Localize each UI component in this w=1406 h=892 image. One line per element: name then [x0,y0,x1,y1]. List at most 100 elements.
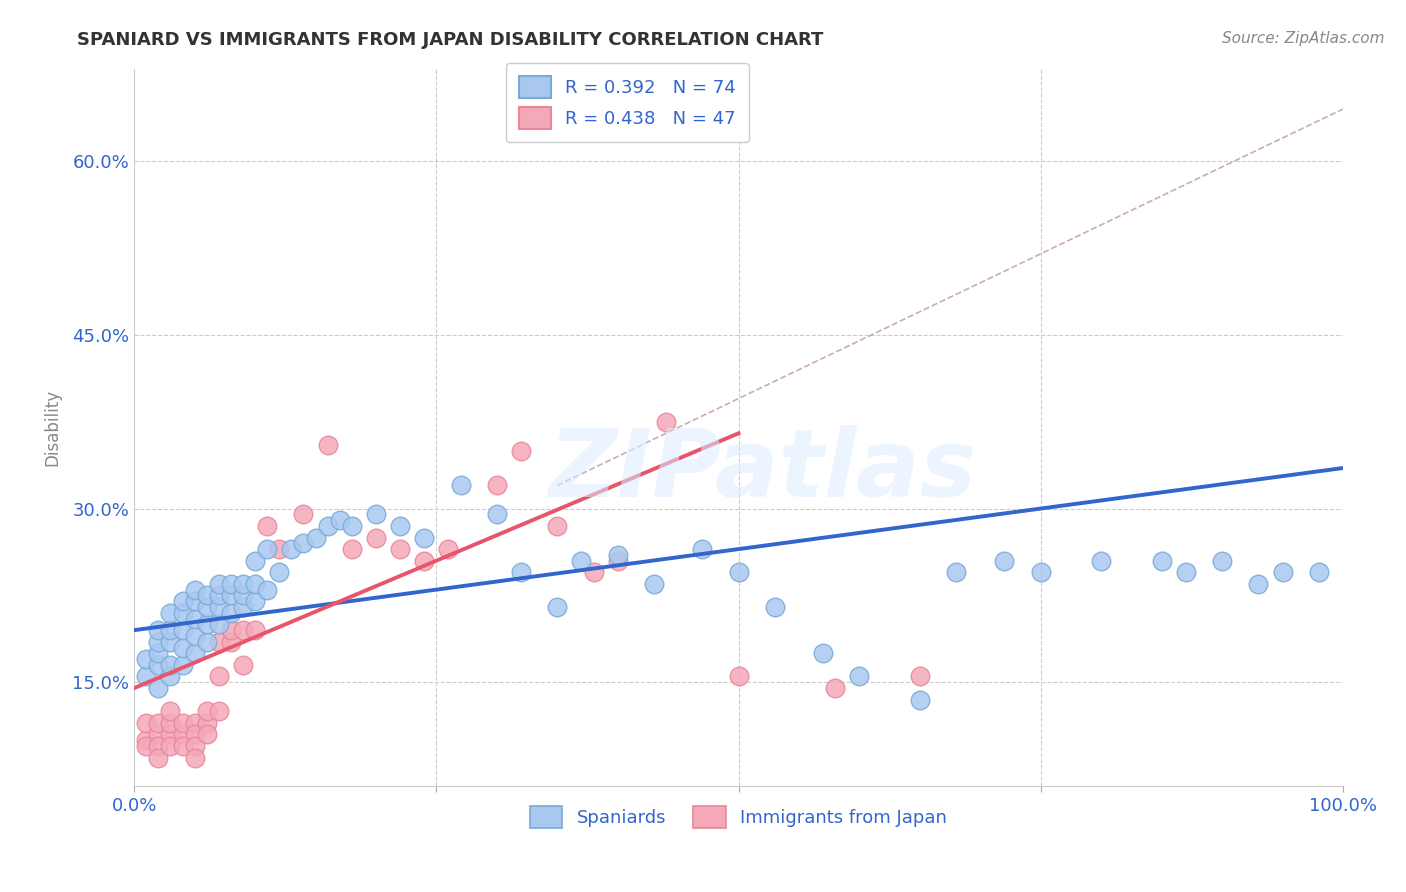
Point [148,739,170,753]
Point [1090,554,1112,568]
Point [172,715,194,730]
Point [316,519,339,533]
Y-axis label: Disability: Disability [44,389,60,466]
Point [413,554,436,568]
Point [606,548,628,562]
Point [159,657,181,672]
Point [219,577,242,591]
Point [824,681,846,695]
Point [159,606,181,620]
Point [135,652,157,666]
Point [183,750,205,764]
Point [219,634,242,648]
Point [232,623,254,637]
Point [195,704,218,718]
Point [183,582,205,597]
Point [811,646,834,660]
Point [195,589,218,603]
Point [269,566,291,580]
Point [269,542,291,557]
Point [159,715,181,730]
Point [655,415,678,429]
Text: SPANIARD VS IMMIGRANTS FROM JAPAN DISABILITY CORRELATION CHART: SPANIARD VS IMMIGRANTS FROM JAPAN DISABI… [77,31,824,49]
Point [183,611,205,625]
Point [219,606,242,620]
Point [159,727,181,741]
Point [148,727,170,741]
Point [148,657,170,672]
Point [316,438,339,452]
Point [208,589,231,603]
Point [243,577,266,591]
Point [135,733,157,747]
Point [510,443,533,458]
Point [172,640,194,655]
Point [1029,566,1052,580]
Point [908,669,931,683]
Point [172,606,194,620]
Point [485,478,508,492]
Point [582,566,605,580]
Point [159,669,181,683]
Point [195,727,218,741]
Point [945,566,967,580]
Point [243,623,266,637]
Point [340,542,363,557]
Point [292,536,315,550]
Point [183,727,205,741]
Point [1271,566,1294,580]
Point [148,750,170,764]
Point [292,508,315,522]
Point [159,623,181,637]
Point [389,542,412,557]
Point [848,669,870,683]
Point [148,623,170,637]
Point [243,594,266,608]
Point [1211,554,1233,568]
Point [208,599,231,614]
Text: ZIPatlas: ZIPatlas [548,425,977,516]
Point [208,577,231,591]
Point [329,513,352,527]
Point [364,531,387,545]
Point [148,715,170,730]
Point [571,554,593,568]
Point [195,634,218,648]
Point [413,531,436,545]
Point [1174,566,1197,580]
Text: Source: ZipAtlas.com: Source: ZipAtlas.com [1222,31,1385,46]
Point [1150,554,1173,568]
Point [232,589,254,603]
Point [172,739,194,753]
Point [183,739,205,753]
Point [763,599,786,614]
Point [256,519,278,533]
Point [232,657,254,672]
Point [183,715,205,730]
Point [159,634,181,648]
Point [727,566,749,580]
Point [219,623,242,637]
Point [437,542,460,557]
Point [135,669,157,683]
Point [208,704,231,718]
Point [908,692,931,706]
Point [450,478,472,492]
Point [727,669,749,683]
Point [172,623,194,637]
Point [389,519,412,533]
Point [304,531,326,545]
Legend: Spaniards, Immigrants from Japan: Spaniards, Immigrants from Japan [523,798,955,835]
Point [159,739,181,753]
Point [546,519,568,533]
Point [643,577,665,591]
Point [993,554,1015,568]
Point [232,599,254,614]
Point [195,599,218,614]
Point [510,566,533,580]
Point [148,646,170,660]
Point [195,617,218,632]
Point [208,617,231,632]
Point [280,542,302,557]
Point [485,508,508,522]
